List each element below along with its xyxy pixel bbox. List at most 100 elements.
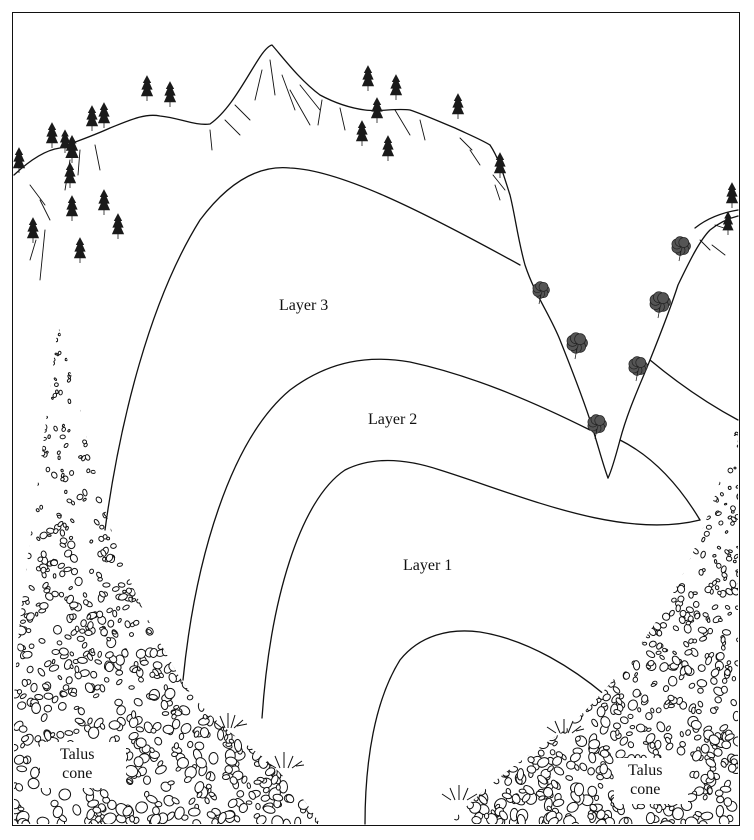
talus-stone bbox=[718, 617, 723, 623]
talus-stone bbox=[311, 600, 318, 606]
talus-stone bbox=[37, 556, 44, 562]
talus-stone bbox=[532, 491, 538, 496]
talus-stone bbox=[671, 597, 677, 603]
talus-stone bbox=[301, 725, 313, 737]
talus-stone bbox=[636, 803, 646, 810]
talus-stone bbox=[110, 465, 114, 469]
talus-stone bbox=[199, 431, 205, 437]
talus-stone bbox=[218, 589, 226, 598]
talus-stone bbox=[573, 782, 585, 797]
talus-stone bbox=[308, 469, 313, 475]
talus-stone bbox=[602, 745, 610, 751]
talus-stone bbox=[186, 430, 191, 436]
talus-stone bbox=[143, 519, 150, 526]
talus-stone bbox=[226, 607, 233, 616]
shrub-icon bbox=[671, 236, 691, 262]
talus-stone bbox=[478, 580, 483, 585]
talus-stone bbox=[565, 625, 570, 630]
talus-stone bbox=[518, 788, 527, 794]
talus-stone bbox=[69, 554, 78, 563]
talus-stone bbox=[271, 815, 284, 824]
talus-stone bbox=[439, 416, 442, 419]
talus-stone bbox=[654, 553, 660, 560]
talus-stone bbox=[717, 481, 721, 486]
talus-stone bbox=[532, 460, 536, 465]
talus-stone bbox=[698, 569, 704, 576]
talus-stone bbox=[125, 587, 132, 594]
talus-stone bbox=[294, 319, 297, 322]
talus-stone bbox=[309, 551, 315, 557]
talus-stone bbox=[304, 405, 307, 409]
talus-stone bbox=[211, 818, 219, 824]
talus-stone bbox=[14, 819, 19, 824]
talus-stone bbox=[307, 787, 320, 798]
talus-stone bbox=[684, 649, 693, 656]
talus-stone bbox=[249, 393, 254, 398]
talus-stone bbox=[650, 707, 655, 714]
talus-stone bbox=[578, 491, 583, 497]
talus-stone bbox=[457, 751, 464, 758]
talus-stone bbox=[546, 805, 552, 812]
talus-stone bbox=[502, 513, 508, 519]
conifer-tree-icon bbox=[722, 211, 734, 235]
talus-stone bbox=[186, 694, 194, 701]
talus-stone bbox=[649, 583, 654, 587]
talus-stone bbox=[282, 600, 292, 609]
talus-stone bbox=[146, 354, 151, 359]
talus-stone bbox=[292, 638, 302, 647]
talus-stone bbox=[19, 549, 25, 557]
talus-stone bbox=[185, 385, 189, 389]
talus-stone bbox=[515, 722, 524, 731]
talus-stone bbox=[536, 550, 543, 558]
talus-stone bbox=[484, 456, 490, 461]
talus-stone bbox=[725, 555, 733, 562]
talus-stone bbox=[30, 365, 34, 369]
talus-stone bbox=[303, 456, 307, 461]
talus-stone bbox=[178, 732, 185, 741]
talus-stone bbox=[219, 420, 223, 424]
talus-stone bbox=[19, 693, 27, 700]
talus-stone bbox=[36, 816, 50, 824]
talus-stone bbox=[562, 421, 566, 426]
talus-stone bbox=[113, 403, 120, 409]
talus-stone bbox=[618, 620, 625, 626]
talus-stone bbox=[171, 576, 178, 584]
talus-stone bbox=[308, 585, 312, 590]
talus-stone bbox=[727, 467, 734, 474]
talus-stone bbox=[220, 445, 226, 452]
grass-tufts bbox=[212, 713, 585, 801]
talus-stone bbox=[163, 570, 172, 578]
talus-stone bbox=[99, 399, 106, 405]
talus-stone bbox=[43, 692, 54, 700]
talus-stone bbox=[623, 817, 629, 824]
talus-stone bbox=[532, 739, 538, 745]
talus-stone bbox=[476, 501, 484, 508]
talus-stone bbox=[182, 452, 187, 457]
talus-stone bbox=[40, 403, 46, 409]
talus-stone bbox=[703, 530, 710, 537]
talus-stone bbox=[674, 420, 678, 422]
talus-stone bbox=[118, 365, 122, 369]
talus-stone bbox=[640, 510, 646, 517]
talus-stone bbox=[684, 816, 699, 824]
talus-stone bbox=[305, 406, 308, 410]
talus-stone bbox=[164, 687, 176, 700]
talus-stone bbox=[51, 649, 60, 655]
talus-stone bbox=[623, 515, 629, 519]
talus-stone bbox=[202, 714, 208, 720]
talus-stone bbox=[128, 556, 136, 562]
talus-stone bbox=[734, 514, 738, 520]
talus-stone bbox=[14, 592, 18, 600]
talus-stone bbox=[290, 574, 295, 579]
talus-stone bbox=[130, 710, 137, 719]
talus-stone bbox=[484, 715, 495, 726]
talus-stone bbox=[204, 519, 208, 524]
talus-stone bbox=[116, 678, 123, 686]
talus-stone bbox=[273, 699, 282, 707]
talus-stone bbox=[559, 641, 566, 647]
talus-stone bbox=[602, 646, 610, 654]
talus-stone bbox=[86, 395, 91, 400]
talus-stone bbox=[288, 743, 295, 750]
talus-stone bbox=[671, 655, 681, 666]
talus-stone bbox=[511, 539, 516, 545]
